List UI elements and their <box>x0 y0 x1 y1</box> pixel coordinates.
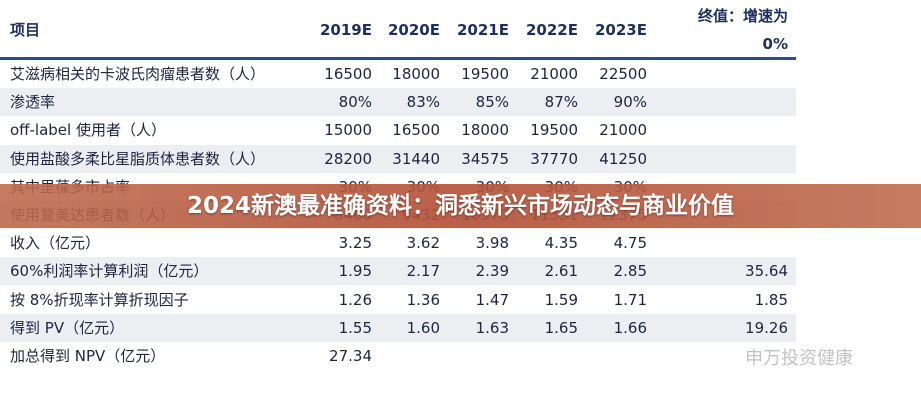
header-rule <box>0 57 796 60</box>
value-cell: 2.85 <box>613 262 647 281</box>
value-cell: 87% <box>544 93 578 112</box>
header-cell: 2019E <box>320 21 372 39</box>
value-cell: 31440 <box>392 149 440 168</box>
value-cell: 19500 <box>530 121 578 140</box>
value-cell: 4.35 <box>544 234 578 253</box>
header-cell: 2021E <box>457 21 509 39</box>
row-label: 收入（亿元） <box>10 234 101 253</box>
value-cell: 2.61 <box>544 262 578 281</box>
row-background <box>0 313 796 342</box>
value-cell: 2.17 <box>406 262 440 281</box>
value-cell: 3.25 <box>338 234 372 253</box>
row-label: 得到 PV（亿元） <box>10 318 125 337</box>
value-cell: 1.66 <box>613 318 647 337</box>
row-label: 使用盐酸多柔比星脂质体患者数（人） <box>10 149 266 168</box>
value-cell: 15000 <box>324 121 372 140</box>
value-cell: 1.71 <box>613 290 647 309</box>
value-cell: 21000 <box>599 121 647 140</box>
row-background <box>0 144 796 173</box>
row-label: 按 8%折现率计算折现因子 <box>10 290 189 309</box>
value-cell: 1.65 <box>544 318 578 337</box>
banner-text: 2024新澳最准确资料：洞悉新兴市场动态与商业价值 <box>186 193 734 219</box>
row-background <box>0 257 796 286</box>
row-label: 加总得到 NPV（亿元） <box>10 347 166 365</box>
value-cell: 80% <box>338 93 372 112</box>
value-cell: 1.63 <box>475 318 509 337</box>
value-cell: 22500 <box>599 65 647 83</box>
value-cell: 3.98 <box>475 234 509 253</box>
watermark: 申万投资健康 <box>745 348 853 369</box>
value-cell: 16500 <box>324 65 372 83</box>
value-cell: 2.39 <box>475 262 509 281</box>
banner <box>0 184 921 228</box>
value-cell: 83% <box>406 93 440 112</box>
header-terminal: 终值：增速为 <box>697 7 788 25</box>
row-label: 渗透率 <box>10 93 56 112</box>
value-cell: 1.47 <box>475 290 509 309</box>
terminal-cell: 35.64 <box>745 262 788 281</box>
value-cell: 37770 <box>530 149 578 168</box>
row-label: 艾滋病相关的卡波氏肉瘤患者数（人） <box>10 65 266 83</box>
row-background <box>0 88 796 117</box>
value-cell: 19500 <box>461 65 509 83</box>
value-cell: 1.55 <box>338 318 372 337</box>
value-cell: 3.62 <box>406 234 440 253</box>
row-label: 60%利润率计算利润（亿元） <box>10 262 209 281</box>
value-cell: 1.59 <box>544 290 578 309</box>
value-cell: 1.36 <box>406 290 440 309</box>
header-cell: 项目 <box>10 21 41 39</box>
value-cell: 1.60 <box>406 318 440 337</box>
value-cell: 85% <box>475 93 509 112</box>
value-cell: 1.26 <box>338 290 372 309</box>
value-cell: 34575 <box>461 149 509 168</box>
terminal-cell: 19.26 <box>745 318 788 337</box>
row-label: off-label 使用者（人） <box>10 121 166 140</box>
terminal-cell: 1.85 <box>754 290 788 309</box>
header-terminal: 0% <box>762 35 788 53</box>
value-cell: 21000 <box>530 65 578 83</box>
header-cell: 2020E <box>388 21 440 39</box>
value-cell: 18000 <box>392 65 440 83</box>
header-cell: 2022E <box>526 21 578 39</box>
value-cell: 90% <box>613 93 647 112</box>
value-cell: 18000 <box>461 121 509 140</box>
value-cell: 28200 <box>324 149 372 168</box>
value-cell: 1.95 <box>338 262 372 281</box>
value-cell: 16500 <box>392 121 440 140</box>
value-cell: 4.75 <box>613 234 647 253</box>
value-cell: 27.34 <box>329 347 372 365</box>
header-cell: 2023E <box>595 21 647 39</box>
value-cell: 41250 <box>599 149 647 168</box>
